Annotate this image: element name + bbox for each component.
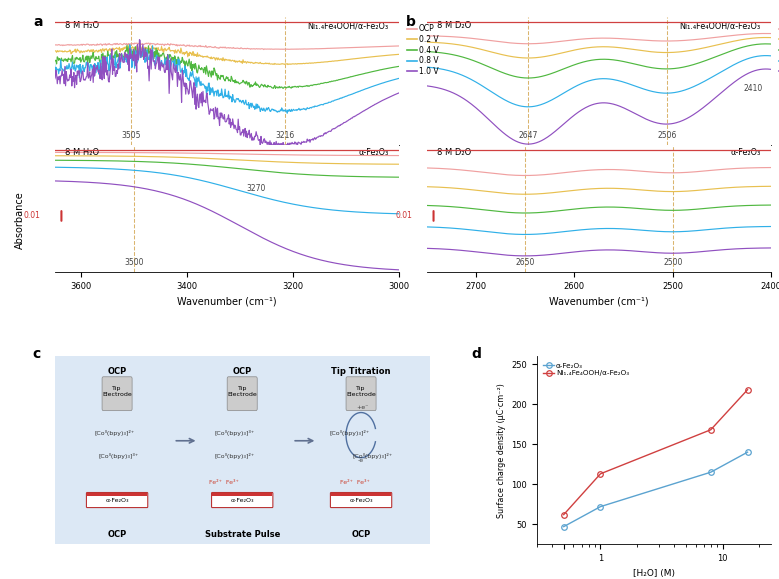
Text: d: d — [471, 347, 481, 361]
Legend: OCP, 0.2 V, 0.4 V, 0.8 V, 1.0 V: OCP, 0.2 V, 0.4 V, 0.8 V, 1.0 V — [404, 21, 442, 79]
Text: α-Fe₂O₃: α-Fe₂O₃ — [105, 497, 129, 503]
Text: OCP: OCP — [108, 368, 127, 376]
X-axis label: Wavenumber (cm⁻¹): Wavenumber (cm⁻¹) — [177, 296, 277, 306]
Text: [Coᴵᴵ(bpy)₃]²⁺: [Coᴵᴵ(bpy)₃]²⁺ — [330, 430, 370, 436]
α-Fe₂O₃ — [559, 523, 569, 530]
Text: 3270: 3270 — [246, 184, 266, 193]
Text: Tip
Electrode: Tip Electrode — [102, 386, 132, 397]
FancyBboxPatch shape — [212, 493, 272, 496]
Text: 2410: 2410 — [744, 84, 763, 93]
Text: c: c — [32, 347, 41, 361]
Text: 0.01: 0.01 — [396, 211, 413, 221]
Text: Absorbance: Absorbance — [15, 191, 24, 249]
Line: α-Fe₂O₃: α-Fe₂O₃ — [561, 449, 750, 529]
Legend: OCP, 0.2 V, 0.4 V, 0.8 V, 1.0 V: OCP, 0.2 V, 0.4 V, 0.8 V, 1.0 V — [776, 21, 779, 79]
Text: 2650: 2650 — [516, 258, 535, 267]
Text: Ni₁.₄Fe₄OOH/α-Fe₂O₃: Ni₁.₄Fe₄OOH/α-Fe₂O₃ — [308, 21, 389, 30]
Text: 8 M D₂O: 8 M D₂O — [437, 21, 471, 30]
Text: Ni₁.₄Fe₄OOH/α-Fe₂O₃: Ni₁.₄Fe₄OOH/α-Fe₂O₃ — [680, 21, 761, 30]
Line: Ni₁.₄Fe₄OOH/α-Fe₂O₃: Ni₁.₄Fe₄OOH/α-Fe₂O₃ — [561, 387, 750, 518]
FancyBboxPatch shape — [102, 377, 132, 411]
Text: -e⁻: -e⁻ — [358, 459, 367, 463]
FancyBboxPatch shape — [330, 493, 392, 508]
Text: +e⁻: +e⁻ — [356, 405, 368, 410]
Text: 2500: 2500 — [663, 258, 682, 267]
Text: [Coᴵᴵ(bpy)₃]²⁺: [Coᴵᴵ(bpy)₃]²⁺ — [352, 453, 393, 459]
FancyBboxPatch shape — [87, 493, 147, 496]
Text: 8 M H₂O: 8 M H₂O — [65, 148, 99, 157]
Text: 3500: 3500 — [125, 258, 144, 267]
Text: [Coᴵᴵ(bpy)₃]²⁺: [Coᴵᴵ(bpy)₃]²⁺ — [94, 430, 135, 436]
FancyBboxPatch shape — [331, 493, 391, 496]
Text: OCP: OCP — [108, 530, 127, 540]
Text: Tip
Electrode: Tip Electrode — [346, 386, 376, 397]
Ni₁.₄Fe₄OOH/α-Fe₂O₃ — [596, 470, 605, 477]
X-axis label: Wavenumber (cm⁻¹): Wavenumber (cm⁻¹) — [549, 296, 649, 306]
Text: α-Fe₂O₃: α-Fe₂O₃ — [731, 148, 761, 157]
Text: 2506: 2506 — [657, 131, 676, 140]
Text: 3505: 3505 — [122, 131, 141, 140]
Text: Tip
Electrode: Tip Electrode — [227, 386, 257, 397]
Text: Fe²⁺  Fe³⁺: Fe²⁺ Fe³⁺ — [340, 480, 370, 485]
Text: OCP: OCP — [233, 368, 252, 376]
Ni₁.₄Fe₄OOH/α-Fe₂O₃ — [706, 426, 715, 433]
Text: 8 M D₂O: 8 M D₂O — [437, 148, 471, 157]
α-Fe₂O₃ — [743, 449, 753, 456]
Text: 8 M H₂O: 8 M H₂O — [65, 21, 99, 30]
Text: α-Fe₂O₃: α-Fe₂O₃ — [349, 497, 373, 503]
FancyBboxPatch shape — [86, 493, 148, 508]
Legend: α-Fe₂O₃, Ni₁.₄Fe₄OOH/α-Fe₂O₃: α-Fe₂O₃, Ni₁.₄Fe₄OOH/α-Fe₂O₃ — [540, 360, 632, 379]
Text: 2647: 2647 — [518, 131, 538, 140]
Text: Substrate Pulse: Substrate Pulse — [205, 530, 280, 540]
Text: b: b — [406, 15, 416, 29]
FancyBboxPatch shape — [346, 377, 376, 411]
Text: Fe²⁺  Fe³⁺: Fe²⁺ Fe³⁺ — [209, 480, 238, 485]
Text: [Coᴵᴵ(bpy)₃]³⁺: [Coᴵᴵ(bpy)₃]³⁺ — [98, 453, 139, 459]
Y-axis label: Surface charge density (μC·cm⁻²): Surface charge density (μC·cm⁻²) — [496, 383, 506, 518]
FancyBboxPatch shape — [52, 352, 432, 548]
FancyBboxPatch shape — [227, 377, 257, 411]
FancyBboxPatch shape — [212, 493, 273, 508]
Text: α-Fe₂O₃: α-Fe₂O₃ — [231, 497, 254, 503]
Text: a: a — [33, 15, 44, 29]
Text: Tip Titration: Tip Titration — [331, 368, 391, 376]
Ni₁.₄Fe₄OOH/α-Fe₂O₃ — [559, 511, 569, 518]
Text: OCP: OCP — [351, 530, 371, 540]
α-Fe₂O₃ — [706, 469, 715, 476]
Text: [Coᴵᴵ(bpy)₃]²⁺: [Coᴵᴵ(bpy)₃]²⁺ — [215, 453, 255, 459]
Text: α-Fe₂O₃: α-Fe₂O₃ — [358, 148, 389, 157]
Text: 3216: 3216 — [275, 131, 294, 140]
Text: 0.01: 0.01 — [24, 211, 41, 221]
Ni₁.₄Fe₄OOH/α-Fe₂O₃ — [743, 386, 753, 393]
Text: [Coᴵᴵ(bpy)₃]³⁺: [Coᴵᴵ(bpy)₃]³⁺ — [215, 430, 255, 436]
X-axis label: [H₂O] (M): [H₂O] (M) — [633, 569, 675, 577]
α-Fe₂O₃ — [596, 503, 605, 510]
